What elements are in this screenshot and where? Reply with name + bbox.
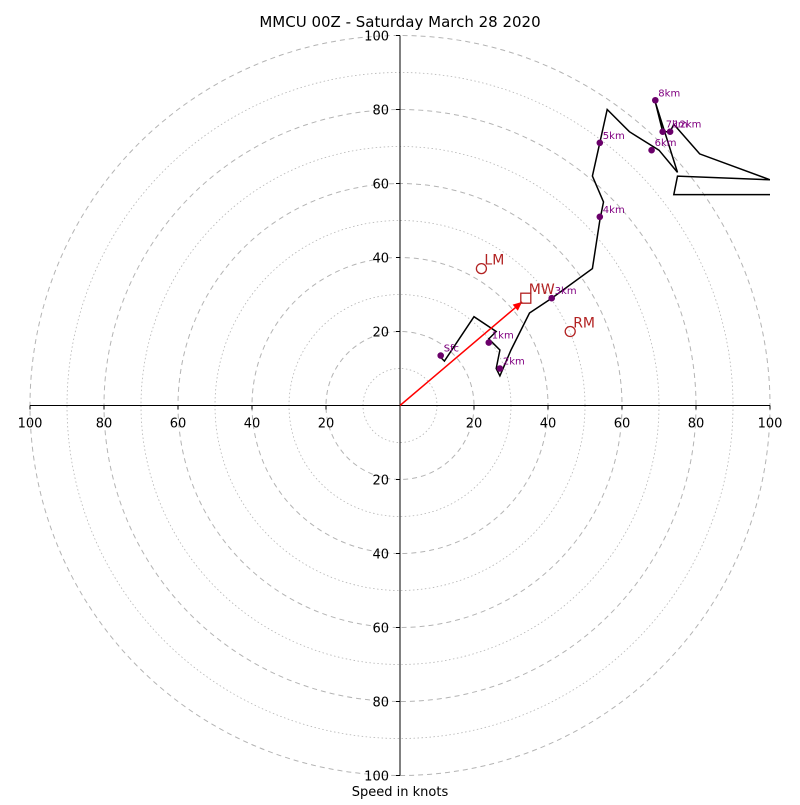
height-marker bbox=[648, 146, 655, 154]
chart-title: MMCU 00Z - Saturday March 28 2020 bbox=[259, 13, 540, 31]
x-tick-label: 100 bbox=[18, 417, 43, 432]
height-marker bbox=[659, 128, 666, 135]
height-label: 2km bbox=[503, 357, 525, 368]
height-marker bbox=[485, 339, 493, 346]
height-label: 7km bbox=[666, 120, 688, 131]
storm-motion-marker bbox=[520, 292, 532, 304]
storm-motion-label: RM bbox=[573, 316, 595, 332]
height-label: 4km bbox=[603, 205, 625, 216]
shear-arrow-line bbox=[399, 301, 523, 407]
x-tick-label: 80 bbox=[96, 417, 113, 432]
wind-trace bbox=[440, 101, 770, 378]
y-tick-label: 100 bbox=[364, 30, 389, 45]
shear-arrow-head bbox=[512, 301, 523, 311]
storm-motion-markers: LM MW RM bbox=[475, 253, 595, 338]
height-label: 1km bbox=[492, 331, 514, 342]
y-tick-label: 40 bbox=[372, 548, 389, 563]
x-tick-label: 60 bbox=[170, 417, 187, 432]
height-marker bbox=[596, 139, 604, 147]
wind-trace-line bbox=[440, 101, 770, 378]
x-tick-label: 40 bbox=[244, 417, 261, 432]
y-tick-label: 40 bbox=[372, 252, 389, 267]
height-label: 5km bbox=[603, 131, 625, 142]
height-marker bbox=[596, 213, 604, 221]
tick-labels: 100 80 60 40 20 20 40 60 80 100 100 80 60 40 20 20 40 60 8… bbox=[18, 30, 783, 785]
x-axis-label: Speed in knots bbox=[352, 785, 449, 800]
height-label: 3km bbox=[555, 286, 577, 297]
height-marker bbox=[437, 352, 445, 359]
y-tick-label: 20 bbox=[372, 326, 389, 341]
height-markers: Sfc 1km 2km 3km 4km 5km 6km 7km 8km 12km bbox=[437, 88, 701, 372]
height-label: 6km bbox=[655, 138, 677, 149]
x-tick-label: 80 bbox=[688, 417, 705, 432]
height-marker bbox=[652, 96, 659, 104]
x-tick-label: 60 bbox=[614, 417, 631, 432]
x-tick-label: 40 bbox=[540, 417, 557, 432]
y-tick-label: 80 bbox=[372, 696, 389, 711]
shear-vector bbox=[399, 301, 523, 407]
storm-motion-marker bbox=[475, 262, 488, 275]
y-tick-label: 60 bbox=[372, 622, 389, 637]
height-label: 8km bbox=[658, 88, 680, 99]
y-tick-label: 60 bbox=[372, 178, 389, 193]
storm-motion-label: MW bbox=[529, 282, 555, 298]
storm-motion-marker bbox=[564, 325, 576, 338]
y-tick-label: 80 bbox=[372, 104, 389, 119]
height-marker bbox=[666, 128, 674, 135]
height-label: 12km bbox=[673, 120, 701, 131]
x-tick-label: 20 bbox=[466, 417, 483, 432]
storm-motion-label: LM bbox=[484, 253, 504, 269]
x-tick-label: 100 bbox=[758, 417, 783, 432]
height-marker bbox=[496, 365, 504, 372]
y-tick-label: 20 bbox=[372, 474, 389, 489]
height-label: Sfc bbox=[444, 344, 459, 355]
height-marker bbox=[548, 294, 555, 302]
y-tick-label: 100 bbox=[364, 770, 389, 785]
x-tick-label: 20 bbox=[318, 417, 335, 432]
